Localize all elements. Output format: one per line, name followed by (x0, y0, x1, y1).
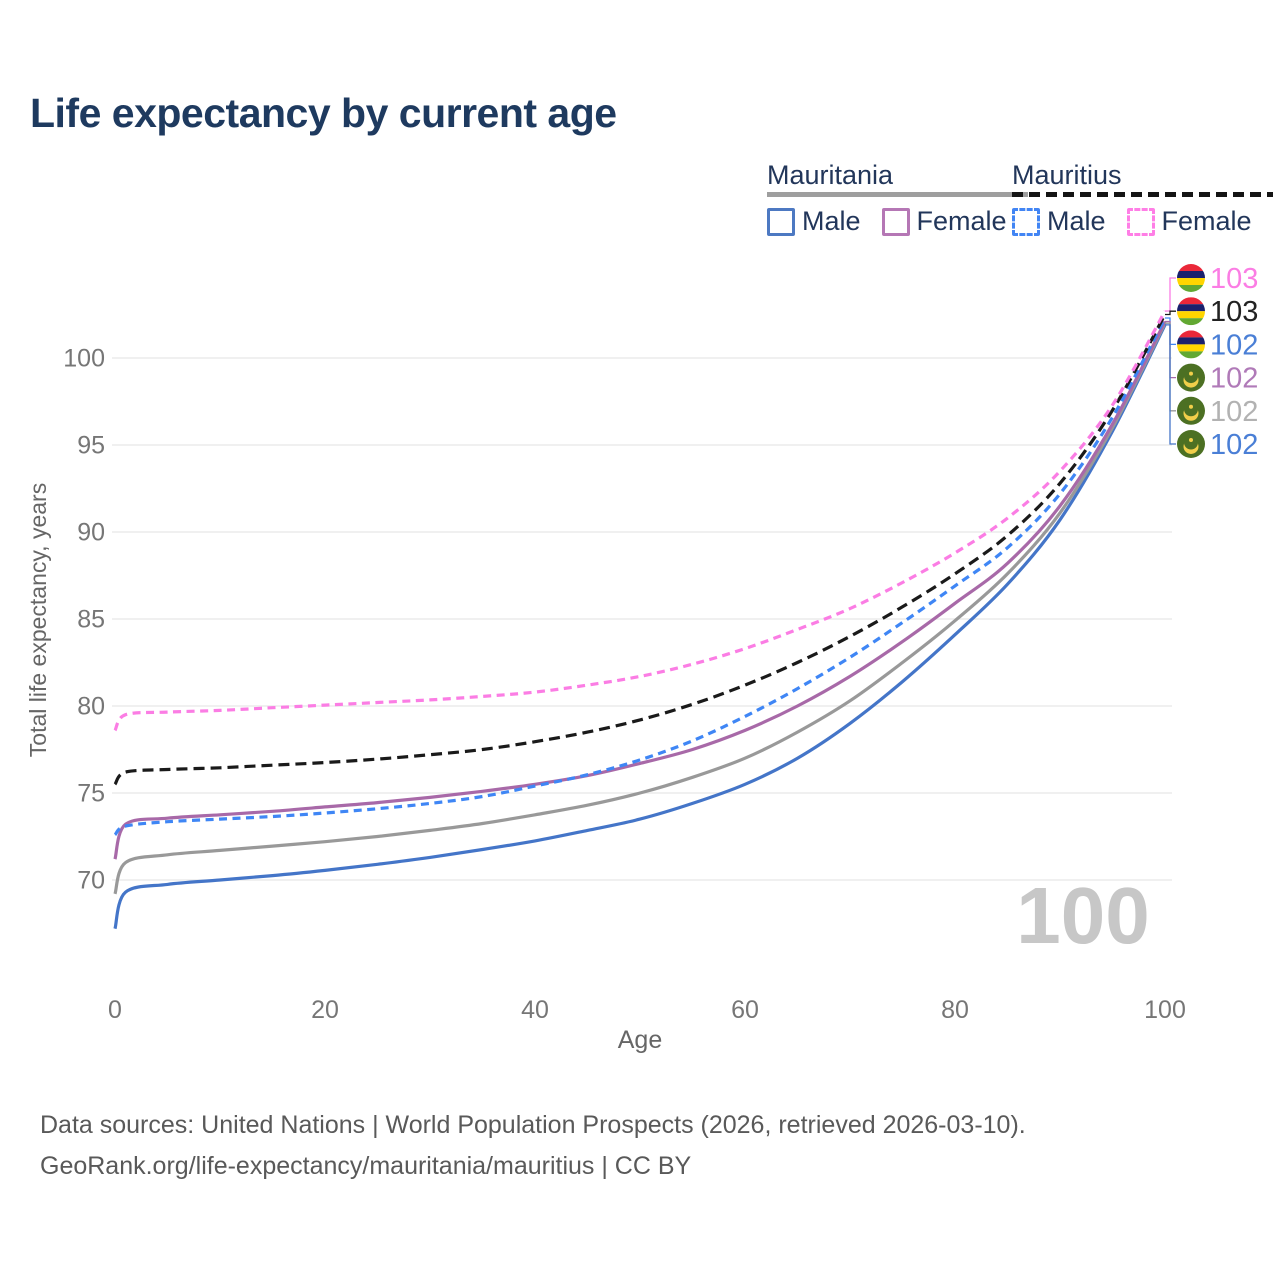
legend-item-label: Female (916, 206, 1007, 236)
gridlines (112, 357, 1172, 881)
series-line-mauritius-male[interactable] (113, 317, 1167, 837)
legend-swatch-mauritania-female (881, 207, 910, 236)
y-axis-tick-labels: 70 75 80 85 90 95 100 (63, 345, 105, 895)
y-tick-label: 90 (77, 519, 105, 547)
x-tick-label: 80 (941, 996, 969, 1024)
legend-group-title-mauritania[interactable]: Mauritania (767, 160, 894, 190)
y-tick-label: 80 (77, 693, 105, 721)
legend-item-mauritius-female[interactable]: Female (1126, 206, 1252, 237)
flag-crescent-mask (1184, 435, 1198, 450)
footer-attribution-line[interactable]: GeoRank.org/life-expectancy/mauritania/m… (40, 1152, 692, 1180)
flag-stripe (1177, 344, 1205, 352)
series-line-mauritius-female[interactable] (113, 310, 1167, 732)
series-line-mauritania[interactable] (113, 322, 1167, 895)
series-line-mauritania-male[interactable] (113, 324, 1167, 930)
flag-stripe (1177, 304, 1205, 312)
legend-group-mauritania: Mauritania Male Female (767, 160, 1028, 237)
y-tick-label: 75 (77, 780, 105, 808)
legend-swatch-mauritania-male (767, 207, 795, 236)
series-line-mauritania-female[interactable] (113, 320, 1167, 860)
x-axis-tick-labels: 0 20 40 60 80 100 (108, 996, 1186, 1024)
x-tick-label: 60 (731, 996, 759, 1024)
flag-stripe (1177, 271, 1205, 278)
legend-group-title-mauritius[interactable]: Mauritius (1012, 160, 1122, 190)
flag-star (1189, 438, 1193, 442)
flag-stripe (1177, 311, 1205, 319)
footer-sources-line: Data sources: United Nations | World Pop… (40, 1111, 1026, 1139)
end-label-connector (1165, 324, 1176, 445)
flag-stripe (1177, 351, 1205, 359)
legend-line-swatch-dashed (1012, 192, 1273, 197)
flag-mauritania (1177, 430, 1205, 458)
flag-stripe (1177, 318, 1205, 326)
flag-stripe (1177, 297, 1205, 305)
y-tick-label: 85 (77, 606, 105, 634)
end-value-label-mauritius-male: 102 (1210, 329, 1258, 361)
flag-stripe (1177, 285, 1205, 292)
legend-item-label: Male (1047, 206, 1106, 236)
legend-group-mauritius: Mauritius Male Female (1012, 160, 1273, 237)
flag-mauritania (1177, 363, 1205, 392)
legend-swatch-mauritius-male (1012, 207, 1040, 236)
end-label-connector (1165, 310, 1176, 316)
y-axis-title: Total life expectancy, years (25, 483, 51, 757)
legend-swatch-mauritius-female (1126, 207, 1155, 236)
end-value-label-mauritania: 102 (1210, 396, 1258, 428)
chart-legend: Mauritania Male Female Mauritius Male (0, 0, 1280, 250)
x-tick-label: 100 (1144, 996, 1186, 1024)
legend-item-mauritius-male[interactable]: Male (1012, 206, 1106, 237)
series-line-mauritius[interactable] (113, 313, 1167, 786)
flag-star (1189, 404, 1193, 409)
x-tick-label: 20 (311, 996, 339, 1024)
y-tick-label: 100 (63, 345, 105, 373)
end-label-connector (1165, 277, 1176, 312)
watermark-age-counter: 100 (1016, 871, 1149, 960)
flag-stripe (1177, 337, 1205, 345)
page-title: Life expectancy by current age (30, 90, 617, 136)
flag-crescent-mask (1184, 369, 1198, 384)
x-tick-label: 40 (521, 996, 549, 1024)
flag-star (1189, 371, 1193, 376)
y-tick-label: 95 (77, 432, 105, 460)
flag-mauritius (1177, 264, 1205, 292)
x-axis-title: Age (618, 1026, 662, 1054)
flag-mauritania (1177, 396, 1205, 425)
flag-stripe (1177, 330, 1205, 338)
end-value-label-mauritius: 103 (1210, 296, 1258, 328)
end-value-label-mauritania-male: 102 (1210, 429, 1258, 461)
flag-mauritius (1177, 297, 1205, 326)
legend-item-label: Male (802, 206, 861, 236)
flag-crescent-mask (1184, 402, 1198, 417)
x-tick-label: 0 (108, 996, 122, 1024)
legend-line-swatch-solid (767, 192, 1028, 197)
legend-item-mauritania-male[interactable]: Male (767, 206, 861, 237)
end-value-label-mauritius-female: 103 (1210, 263, 1258, 295)
legend-item-label: Female (1161, 206, 1252, 236)
flag-stripe (1177, 264, 1205, 271)
y-tick-label: 70 (77, 867, 105, 895)
flag-stripe (1177, 278, 1205, 285)
series-lines (113, 310, 1167, 930)
data-sources-footer: Data sources: United Nations | World Pop… (40, 1105, 1026, 1187)
end-value-label-mauritania-female: 102 (1210, 363, 1258, 395)
legend-item-mauritania-female[interactable]: Female (881, 206, 1007, 237)
flag-mauritius (1177, 330, 1205, 359)
